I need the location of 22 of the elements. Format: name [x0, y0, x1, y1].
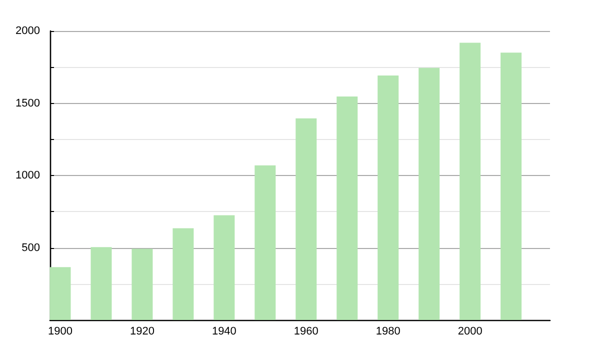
bar [500, 52, 522, 320]
y-tick-label: 1500 [16, 97, 40, 110]
bar [418, 68, 440, 320]
y-tick-label: 1000 [16, 170, 40, 182]
bar [460, 42, 481, 320]
bar [50, 267, 71, 320]
bar [214, 215, 235, 320]
y-tick-label: 2000 [16, 25, 40, 37]
bar [132, 248, 153, 320]
bar [378, 76, 399, 320]
x-tick-label: 1900 [48, 326, 72, 338]
bar [254, 165, 276, 320]
x-tick-label: 1960 [294, 326, 318, 338]
bar [90, 247, 112, 320]
bar [296, 118, 317, 320]
x-tick-label: 1920 [130, 326, 154, 338]
y-tick-label: 500 [22, 242, 40, 254]
x-tick-label: 2000 [458, 326, 482, 338]
bar [172, 228, 194, 320]
x-tick-label: 1940 [212, 326, 236, 338]
bar [336, 96, 358, 320]
x-tick-label: 1980 [376, 326, 400, 338]
